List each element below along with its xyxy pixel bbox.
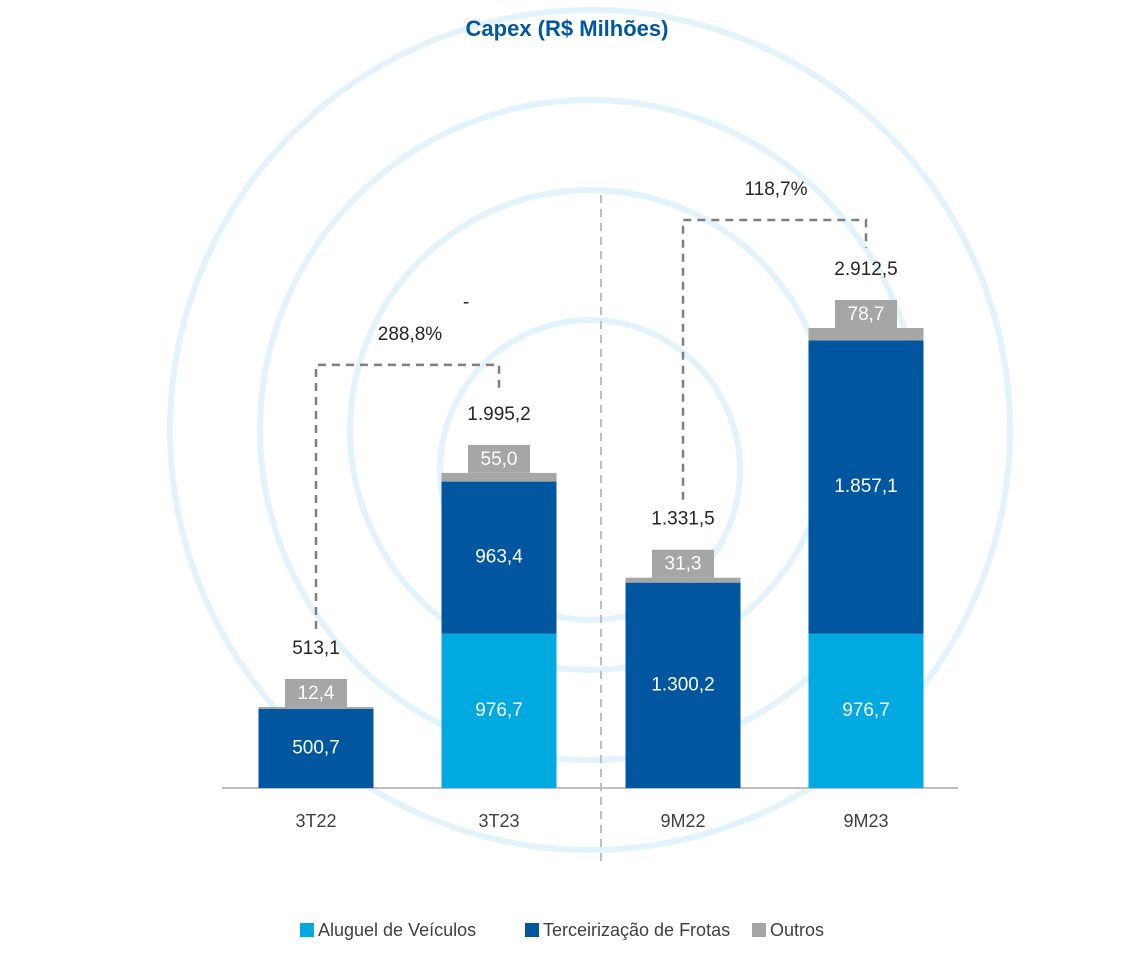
legend-swatch [300,923,314,937]
bar-segment [808,633,924,788]
x-tick-label: 3T22 [295,811,336,831]
legend-label: Outros [770,920,824,940]
legend-swatch [525,923,539,937]
growth-label: 288,8% [378,324,443,345]
total-label: 2.912,5 [834,259,897,280]
x-tick-label: 9M23 [843,811,888,831]
x-tick-label: 3T23 [478,811,519,831]
bar-segment [258,706,374,709]
growth-bracket [314,363,501,629]
legend-swatch [752,923,766,937]
bar-segment [625,577,741,583]
bar-segment [625,582,741,788]
value-label: 78,7 [848,304,885,325]
bar-segment [808,340,924,634]
annotation: - [463,292,469,313]
legend-label: Terceirização de Frotas [543,920,730,940]
bar-segment [808,328,924,341]
label-box [835,300,897,328]
value-label: 1.300,2 [651,674,714,695]
growth-label: 118,7% [744,179,807,200]
value-label: 12,4 [298,683,335,704]
total-label: 1.331,5 [651,509,714,530]
x-tick-label: 9M22 [660,811,705,831]
label-box [468,444,530,473]
value-label: 963,4 [475,547,523,568]
value-label: 1.857,1 [834,476,897,497]
total-label: 513,1 [292,638,340,659]
legend-label: Aluguel de Veículos [318,920,476,940]
value-label: 31,3 [665,554,702,575]
value-label: 500,7 [292,737,340,758]
label-box [652,549,714,578]
bar-segment [441,633,557,788]
growth-bracket [681,218,868,500]
value-label: 976,7 [842,700,890,721]
bar-segment [258,708,374,788]
value-label: 55,0 [481,449,518,470]
chart-title: Capex (R$ Milhões) [466,16,669,41]
label-box [285,678,347,707]
bar-segment [441,472,557,482]
bar-segment [441,481,557,634]
value-label: 976,7 [475,700,523,721]
total-label: 1.995,2 [467,404,530,425]
